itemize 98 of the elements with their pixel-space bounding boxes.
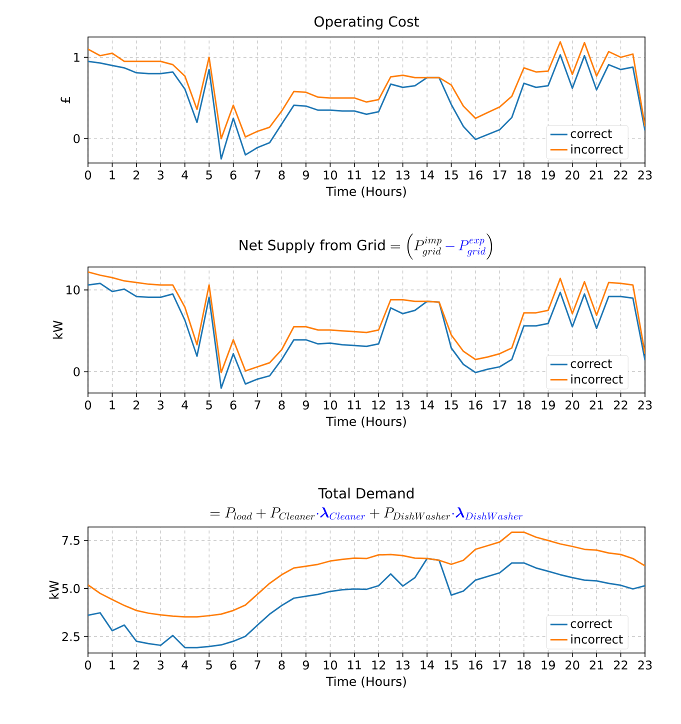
x-tick-label: 9 [302,660,309,670]
x-tick-label: 5 [206,660,212,670]
x-tick-label: 8 [278,400,285,410]
x-tick-label: 4 [182,170,188,180]
chart-title: Total Demand [318,488,414,499]
y-axis-title: kW [49,580,59,599]
x-tick-label: 9 [302,400,309,410]
x-tick-label: 13 [396,170,410,180]
x-tick-label: 0 [84,660,92,670]
x-tick-label: 0 [84,170,92,180]
x-tick-label: 23 [638,660,652,670]
x-tick-label: 3 [158,170,164,180]
x-tick-label: 19 [542,660,555,670]
chart-title: Operating Cost [314,16,419,30]
x-tick-label: 11 [348,170,361,180]
x-tick-label: 20 [566,660,580,670]
x-axis-title: Time (Hours) [326,186,406,198]
x-axis-title: Time (Hours) [326,676,406,688]
x-tick-label: 15 [444,660,458,670]
x-tick-label: 5 [206,400,212,410]
x-tick-label: 10 [324,170,338,180]
x-tick-label: 23 [638,400,652,410]
x-tick-label: 18 [518,660,531,670]
x-tick-label: 6 [230,660,236,670]
legend-label: incorrect [571,144,623,154]
x-tick-label: 21 [590,170,604,180]
x-tick-label: 1 [110,660,115,670]
x-tick-label: 17 [493,170,506,180]
x-tick-label: 22 [614,400,628,410]
x-tick-label: 2 [133,170,140,180]
x-tick-label: 0 [84,400,92,410]
x-tick-label: 14 [420,400,434,410]
x-tick-label: 17 [493,660,506,670]
y-tick-label: 0 [74,134,80,144]
x-tick-label: 2 [133,400,140,410]
y-tick-label: 1 [74,52,80,62]
x-tick-label: 4 [182,400,188,410]
x-tick-label: 10 [324,660,338,670]
x-tick-label: 8 [278,660,285,670]
x-tick-label: 19 [542,170,555,180]
x-tick-label: 7 [254,400,260,410]
x-tick-label: 22 [614,660,628,670]
x-tick-label: 11 [348,400,361,410]
x-tick-label: 10 [324,400,338,410]
line-series [88,271,646,374]
x-axis-title: Time (Hours) [326,416,406,428]
line-series [88,531,646,618]
x-tick-label: 23 [638,170,652,180]
legend-label: correct [570,620,612,628]
y-tick-label: 5.0 [62,584,80,594]
y-tick-label: 2.5 [62,632,80,642]
x-tick-label: 16 [469,660,482,670]
x-tick-label: 15 [444,170,458,180]
x-tick-label: 21 [590,660,604,670]
x-tick-label: 21 [590,400,604,410]
y-axis-title: kW [52,320,62,339]
line-series [88,282,646,389]
legend-label: correct [570,130,612,138]
x-tick-label: 2 [133,660,140,670]
x-tick-label: 3 [158,400,164,410]
y-tick-label: 0 [74,367,80,376]
x-tick-label: 13 [396,660,410,670]
x-tick-label: 5 [206,170,212,180]
y-tick-label: 10 [66,285,80,294]
x-tick-label: 15 [444,400,458,410]
x-tick-label: 8 [278,170,285,180]
legend-label: incorrect [571,634,623,644]
x-tick-label: 1 [110,170,115,180]
x-tick-label: 17 [493,400,506,410]
x-tick-label: 7 [254,170,260,180]
x-tick-label: 6 [230,400,236,410]
x-tick-label: 7 [254,660,260,670]
x-tick-label: 22 [614,170,628,180]
x-tick-label: 18 [518,170,531,180]
x-tick-label: 12 [372,170,386,180]
x-tick-label: 3 [158,660,164,670]
x-tick-label: 18 [518,400,531,410]
y-tick-label: 7.5 [62,536,80,545]
x-tick-label: 14 [420,170,434,180]
x-tick-label: 12 [372,400,386,410]
x-tick-label: 20 [566,400,580,410]
x-tick-label: 16 [469,170,482,180]
x-tick-label: 4 [182,660,188,670]
x-tick-label: 9 [302,170,309,180]
x-tick-label: 1 [110,400,115,410]
x-tick-label: 16 [469,400,482,410]
x-tick-label: 20 [566,170,580,180]
y-axis-title: £ [60,97,70,104]
x-tick-label: 12 [372,660,386,670]
x-tick-label: 11 [348,660,361,670]
legend-label: incorrect [571,374,623,384]
legend-label: correct [570,360,612,368]
chart-subtitle: $= P_{load} + P_{Cleaner}{\color{blue}\cdot\boldsymbol{\lambda}_{Cleaner}} + P_{DishWasher}{\color{blue}\cdot\boldsymbol{\lambda}_{DishWasher}}$ [210,507,522,520]
x-tick-label: 14 [420,660,434,670]
chart-title: $\text{Net Supply from Grid} = \left(P^{imp}_{grid}{\color{blue}\,-\,P^{exp}_{grid}}\right)$ [240,234,492,260]
x-tick-label: 13 [396,400,410,410]
x-tick-label: 19 [542,400,555,410]
x-tick-label: 6 [230,170,236,180]
